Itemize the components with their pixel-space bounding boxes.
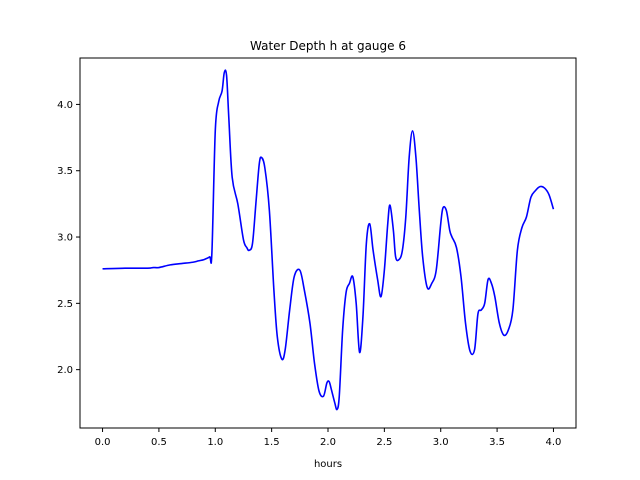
x-tick-label: 3.0 bbox=[433, 437, 449, 448]
y-tick-label: 3.5 bbox=[57, 166, 73, 177]
x-tick-label: 0.0 bbox=[95, 437, 111, 448]
y-tick-label: 3.0 bbox=[57, 233, 73, 244]
x-tick-label: 1.0 bbox=[207, 437, 223, 448]
chart-title: Water Depth h at gauge 6 bbox=[250, 39, 406, 53]
x-axis-label: hours bbox=[314, 459, 342, 470]
x-tick-label: 4.0 bbox=[546, 437, 562, 448]
y-tick-label: 2.0 bbox=[57, 365, 73, 376]
x-tick-label: 3.5 bbox=[489, 437, 505, 448]
y-tick-label: 4.0 bbox=[57, 100, 73, 111]
x-axis: 0.0 0.5 1.0 1.5 2.0 2.5 3.0 3.5 4.0 bbox=[95, 428, 562, 448]
y-axis: 2.0 2.5 3.0 3.5 4.0 bbox=[57, 100, 80, 376]
x-tick-label: 0.5 bbox=[151, 437, 167, 448]
series-line bbox=[102, 69, 555, 411]
x-tick-label: 1.5 bbox=[264, 437, 280, 448]
plot-layer bbox=[102, 69, 555, 411]
x-tick-label: 2.5 bbox=[376, 437, 392, 448]
y-tick-label: 2.5 bbox=[57, 299, 73, 310]
x-tick-label: 2.0 bbox=[320, 437, 336, 448]
